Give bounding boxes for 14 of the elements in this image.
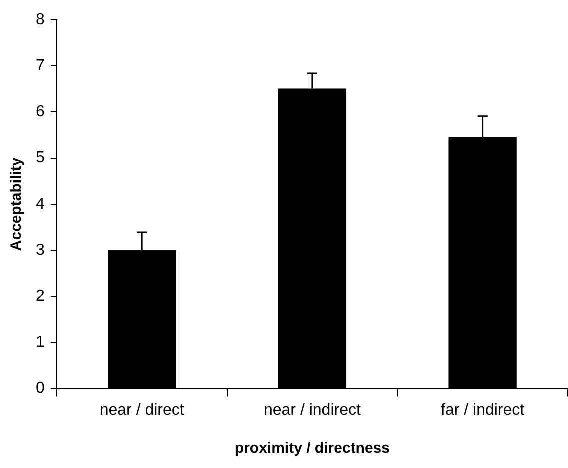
y-tick-label: 3: [36, 242, 45, 259]
x-tick-label: near / direct: [100, 402, 185, 419]
y-tick-label: 6: [36, 104, 45, 121]
y-axis-title: Acceptability: [8, 157, 26, 252]
y-tick-label: 2: [36, 288, 45, 306]
x-tick-label: far / indirect: [441, 402, 526, 419]
y-tick-label: 7: [36, 58, 45, 75]
x-axis-title: proximity / directness: [234, 440, 390, 458]
x-tick-label: near / indirect: [264, 402, 362, 419]
y-tick-label: 4: [36, 196, 45, 213]
y-tick-label: 5: [36, 150, 45, 167]
y-tick-label: 8: [36, 11, 45, 28]
y-tick-label: 0: [36, 380, 45, 398]
y-tick-label: 1: [36, 334, 45, 352]
